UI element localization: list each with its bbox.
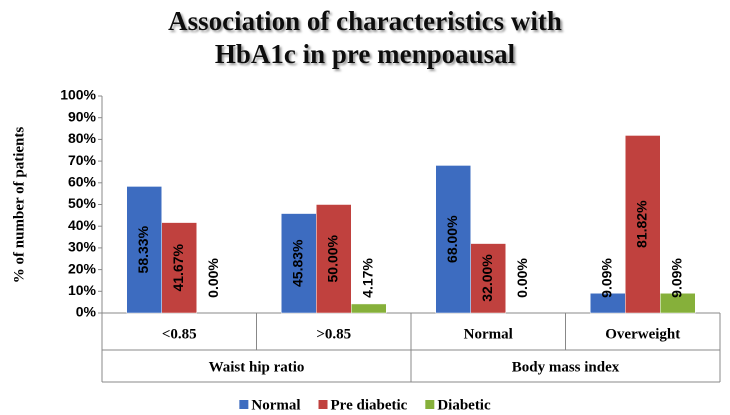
x-tick-label: Normal: [464, 326, 513, 342]
y-tick-label: 30%: [68, 239, 97, 255]
x-tick-label: <0.85: [162, 326, 197, 342]
y-tick-label: 0%: [76, 304, 97, 320]
group-label: Body mass index: [512, 359, 620, 375]
data-label: 45.83%: [289, 239, 305, 287]
x-tick-label: >0.85: [316, 326, 351, 342]
x-tick-label: Overweight: [605, 326, 680, 342]
y-tick-label: 20%: [68, 260, 97, 276]
legend-label: Diabetic: [437, 397, 491, 413]
y-tick-label: 100%: [60, 87, 96, 103]
legend-swatch: [425, 400, 435, 409]
data-label: 32.00%: [479, 254, 495, 302]
bar: [126, 186, 162, 314]
bar: [625, 135, 661, 314]
data-label: 58.33%: [135, 225, 151, 273]
legend-label: Normal: [251, 397, 300, 413]
data-label: 50.00%: [324, 234, 340, 282]
y-tick-label: 40%: [68, 217, 97, 233]
bar: [470, 243, 506, 314]
data-label: 4.17%: [359, 258, 375, 298]
data-label: 9.09%: [668, 258, 684, 298]
y-tick-label: 60%: [68, 174, 97, 190]
chart-title: Association of characteristics with: [168, 6, 562, 36]
group-label: Waist hip ratio: [209, 359, 305, 375]
y-tick-label: 90%: [68, 108, 97, 124]
bar: [161, 222, 197, 314]
legend-swatch: [239, 400, 249, 409]
bar: [316, 204, 352, 314]
bar: [351, 303, 387, 314]
data-label: 0.00%: [514, 258, 530, 298]
legend-label: Pre diabetic: [331, 397, 408, 413]
chart-title: HbA1c in pre menpoausal: [215, 39, 516, 69]
y-tick-label: 80%: [68, 130, 97, 146]
y-tick-label: 70%: [68, 152, 97, 168]
legend-swatch: [318, 400, 328, 409]
data-label: 0.00%: [205, 258, 221, 298]
data-label: 41.67%: [170, 243, 186, 291]
y-tick-label: 50%: [68, 195, 97, 211]
data-label: 81.82%: [633, 200, 649, 248]
bar: [660, 293, 696, 314]
y-tick-label: 10%: [68, 282, 97, 298]
data-label: 9.09%: [598, 258, 614, 298]
data-label: 68.00%: [444, 215, 460, 263]
y-axis-label: % of number of patients: [11, 127, 27, 284]
bar: [435, 165, 471, 314]
bar: [281, 213, 317, 314]
